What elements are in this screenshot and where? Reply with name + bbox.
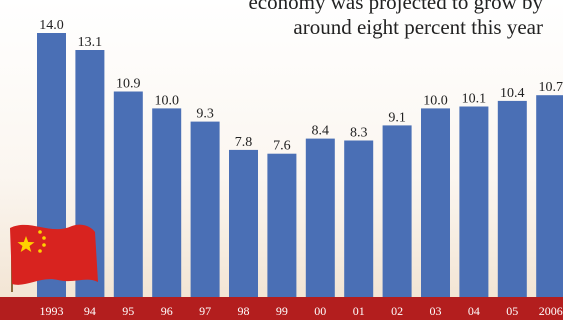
value-label: 14.0: [39, 18, 64, 33]
value-label: 7.8: [235, 135, 253, 150]
value-label: 10.0: [154, 93, 179, 108]
year-tick-label: 03: [430, 304, 442, 318]
bar: [382, 125, 412, 298]
year-tick-label: 1993: [40, 304, 64, 318]
value-label: 9.3: [196, 107, 214, 122]
value-label: 10.9: [116, 77, 141, 92]
bar: [536, 95, 563, 297]
year-tick-label: 00: [314, 304, 326, 318]
year-tick-label: 2006: [539, 304, 563, 318]
year-tick-label: 02: [391, 304, 403, 318]
bar: [305, 138, 335, 297]
year-tick-label: 95: [122, 304, 134, 318]
bar: [190, 121, 220, 297]
bar: [229, 149, 258, 297]
value-label: 8.4: [312, 124, 330, 139]
value-label: 9.1: [388, 110, 406, 125]
value-label: 10.0: [423, 93, 448, 108]
year-tick-label: 04: [468, 304, 480, 318]
year-tick-label: 96: [161, 304, 173, 318]
bar: [267, 153, 297, 297]
value-label: 8.3: [350, 126, 368, 141]
year-tick-label: 97: [199, 304, 211, 318]
bar: [113, 91, 143, 297]
value-label: 13.1: [78, 35, 103, 50]
year-tick-label: 99: [276, 304, 288, 318]
year-tick-label: 01: [353, 304, 365, 318]
annotation-line-1: economy was projected to grow by: [248, 0, 543, 14]
year-tick-label: 94: [84, 304, 96, 318]
bar: [459, 106, 489, 297]
value-label: 10.1: [462, 92, 487, 107]
bar: [344, 140, 374, 297]
annotation-line-2: around eight percent this year: [293, 15, 543, 39]
value-label: 7.6: [273, 139, 291, 154]
year-axis-band: [0, 297, 563, 320]
value-label: 10.4: [500, 86, 525, 101]
year-tick-label: 05: [506, 304, 518, 318]
year-tick-label: 98: [238, 304, 250, 318]
bar: [152, 108, 182, 298]
bar: [497, 100, 527, 298]
china-flag-icon: [10, 224, 98, 292]
value-label: 10.7: [538, 80, 563, 95]
bar: [421, 108, 450, 298]
